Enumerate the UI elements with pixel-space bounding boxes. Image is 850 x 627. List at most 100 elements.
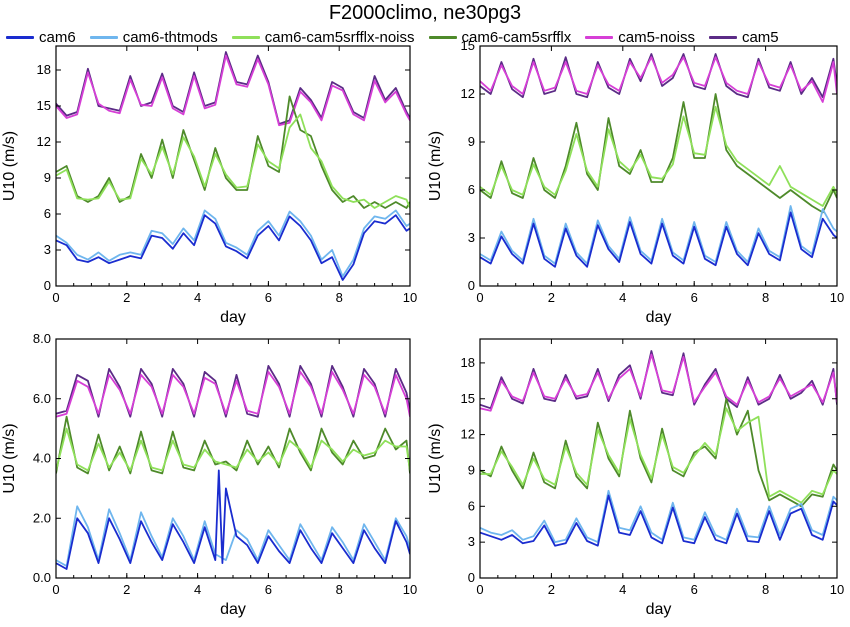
legend-swatch [585,35,614,39]
series-line-cam5-noiss [56,54,410,127]
x-tick-label: 0 [52,290,59,305]
y-tick-label: 2.0 [33,510,51,525]
legend-label: cam5 [741,28,779,46]
series-line-cam6-thtmods [56,209,410,278]
series-line-cam5-noiss [480,353,837,412]
legend-label: cam6 [39,28,76,46]
legend-item-cam5: cam5 [708,28,779,46]
x-tick-label: 0 [52,582,59,597]
series-line-cam6 [56,469,410,570]
series-line-cam6 [480,494,837,547]
legend: cam6 cam6-thtmods cam6-cam5srfflx-noiss cam… [6,28,846,46]
x-axis-label: day [646,309,672,326]
x-tick-label: 0 [476,290,483,305]
legend-swatch [6,35,34,39]
y-tick-label: 0.0 [33,570,51,585]
x-tick-label: 2 [548,582,555,597]
series-line-cam6-thtmods [480,205,837,265]
y-tick-label: 3 [468,230,475,245]
x-tick-label: 10 [403,290,417,305]
series-line-cam6-cam5srfflx [56,415,410,475]
legend-item-cam6: cam6 [6,29,76,46]
series-line-cam6-cam5srfflx [480,93,837,214]
y-tick-label: 6.0 [33,391,51,406]
x-tick-label: 8 [762,290,769,305]
y-tick-label: 3 [468,534,475,549]
y-axis-label: U10 (m/s) [427,131,444,201]
x-tick-label: 4 [194,290,201,305]
x-tick-label: 4 [194,582,201,597]
y-tick-label: 15 [37,98,51,113]
y-tick-label: 12 [37,134,51,149]
x-axis-label: day [220,309,246,326]
series-line-cam6-cam5srfflx-noiss [480,105,837,207]
x-tick-label: 2 [123,582,130,597]
legend-label: cam6-thtmods [122,28,218,46]
legend-item-cam5-noiss: cam5-noiss [585,29,695,46]
y-tick-label: 9 [468,134,475,149]
y-tick-label: 0 [468,570,475,585]
legend-item-cam6-cam5srfflx: cam6-cam5srfflx [428,28,572,46]
y-tick-label: 15 [461,38,475,53]
y-tick-label: 12 [461,86,475,101]
legend-label: cam6-cam5srfflx-noiss [264,28,415,46]
y-tick-label: 6 [468,498,475,513]
x-tick-label: 6 [691,582,698,597]
legend-label: cam6-cam5srfflx [461,28,572,46]
y-tick-label: 0 [468,278,475,293]
x-tick-label: 2 [548,290,555,305]
legend-item-cam6-thtmods: cam6-thtmods [89,28,218,46]
series-line-cam5-noiss [56,370,410,418]
series-line-cam5-noiss [480,56,837,103]
y-tick-label: 9 [468,462,475,477]
series-line-cam6 [56,214,410,281]
x-tick-label: 4 [619,582,626,597]
series-line-cam6-cam5srfflx-noiss [480,407,837,504]
y-tick-label: 18 [37,62,51,77]
y-tick-label: 6 [44,206,51,221]
series-line-cam6-thtmods [480,489,837,543]
x-tick-label: 6 [691,290,698,305]
x-tick-label: 8 [336,290,343,305]
y-axis-label: U10 (m/s) [1,131,18,201]
legend-item-cam6-cam5srfflx-noiss: cam6-cam5srfflx-noiss [231,28,415,46]
panel-2: 0 2 4 6 8 10 0 3 6 9 12 15 day U10 (m/s) [427,38,844,326]
y-tick-label: 15 [461,391,475,406]
y-axis-label: U10 (m/s) [427,423,444,493]
panel-1: 0 2 4 6 8 10 0 3 6 9 12 15 18 day U10 (m/s) [1,45,417,326]
legend-label: cam5-noiss [618,28,695,46]
y-tick-label: 6 [468,182,475,197]
legend-swatch [428,35,457,39]
y-tick-label: 18 [461,355,475,370]
series-group [480,350,837,547]
y-tick-label: 12 [461,427,475,442]
x-tick-label: 10 [830,582,844,597]
legend-swatch [89,35,118,39]
x-axis-label: day [646,601,672,618]
x-tick-label: 6 [265,290,272,305]
y-tick-label: 4.0 [33,451,51,466]
series-group [56,364,410,570]
series-line-cam5 [56,51,410,125]
panel-4: 0 2 4 6 8 10 0 3 6 9 12 15 18 day U10 (m/s) [427,338,844,618]
x-tick-label: 10 [830,290,844,305]
x-tick-label: 8 [762,582,769,597]
panel-3: 0 2 4 6 8 10 0.0 2.0 4.0 6.0 8.0 day U10 (m/s) [1,331,417,618]
figure-title: F2000climo, ne30pg3 [328,2,522,24]
series-group [480,53,837,268]
x-tick-label: 2 [123,290,130,305]
y-tick-label: 8.0 [33,331,51,346]
x-tick-label: 4 [619,290,626,305]
y-axis-label: U10 (m/s) [1,423,18,493]
series-line-cam6-thtmods [56,505,410,567]
x-axis-label: day [220,601,246,618]
series-line-cam6-cam5srfflx-noiss [56,427,410,472]
series-line-cam6 [480,211,837,268]
y-tick-label: 3 [44,242,51,257]
y-tick-label: 9 [44,170,51,185]
x-tick-label: 8 [336,582,343,597]
x-tick-label: 0 [476,582,483,597]
series-group [56,51,410,281]
x-tick-label: 10 [403,582,417,597]
